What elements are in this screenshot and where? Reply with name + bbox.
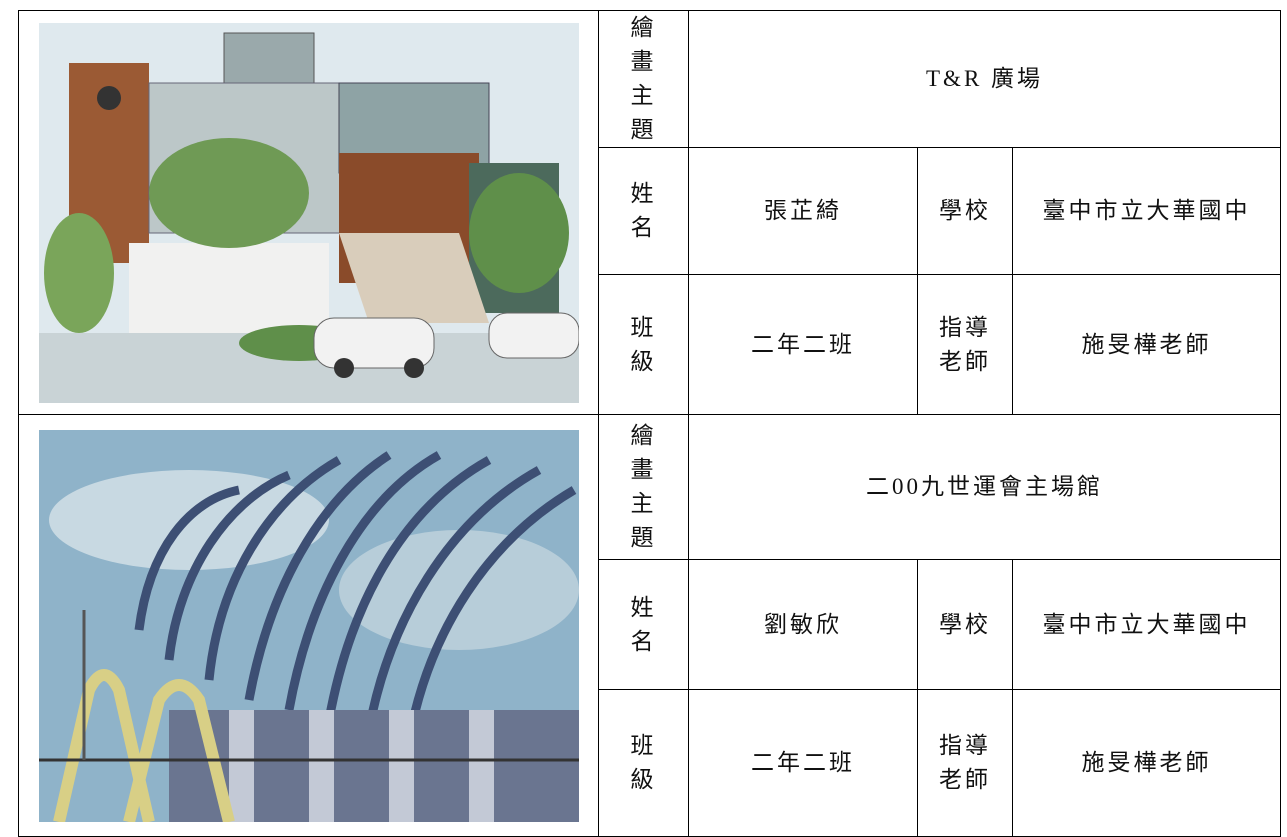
label-cell: 班級 [598, 274, 689, 415]
label-cell: 指導老師 [917, 689, 1013, 837]
label-cell: 學校 [917, 147, 1013, 275]
painting [38, 429, 579, 822]
label-cell: 班級 [598, 689, 689, 837]
value-cell: 施旻樺老師 [1011, 274, 1282, 415]
value-cell: T&R 廣場 [687, 10, 1282, 148]
value-cell: 劉敏欣 [688, 559, 918, 690]
value-cell: 二年二班 [688, 274, 918, 415]
label-cell: 姓名 [598, 147, 689, 275]
value-cell: 施旻樺老師 [1011, 689, 1282, 837]
label-cell: 繪畫主題 [598, 414, 689, 560]
value-cell: 臺中市立大華國中 [1011, 559, 1282, 690]
label-cell: 繪畫主題 [598, 10, 689, 148]
painting [38, 22, 579, 403]
painting-cell [18, 414, 599, 837]
label-cell: 指導老師 [917, 274, 1013, 415]
value-cell: 張芷綺 [688, 147, 918, 275]
value-cell: 二00九世運會主場館 [687, 414, 1282, 560]
artwork-table: 繪畫主題 T&R 廣場 姓名 張芷綺 學校 臺中市立大華國中 班級 二年二班 指… [18, 10, 1282, 837]
value-cell: 二年二班 [688, 689, 918, 837]
label-cell: 學校 [917, 559, 1013, 690]
painting-cell [18, 10, 599, 415]
value-cell: 臺中市立大華國中 [1011, 147, 1282, 275]
label-cell: 姓名 [598, 559, 689, 690]
